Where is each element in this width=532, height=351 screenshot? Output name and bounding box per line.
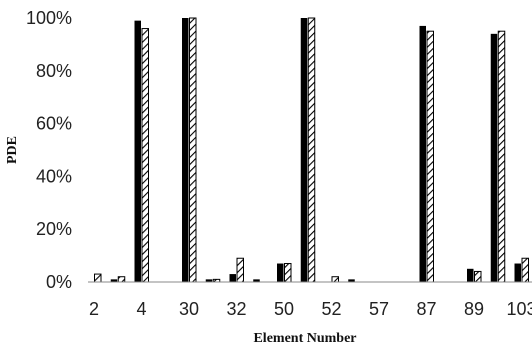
x-tick-label: 2 [89, 299, 99, 319]
y-tick-label: 100% [26, 8, 72, 28]
x-tick-label: 57 [369, 299, 389, 319]
bar-solid [134, 20, 141, 282]
bar-solid [229, 274, 236, 282]
bar-solid [467, 268, 474, 282]
x-tick-label: 30 [179, 299, 199, 319]
bar-hatched [521, 257, 529, 283]
x-tick-label: 103 [506, 299, 532, 319]
x-tick-label: 52 [321, 299, 341, 319]
bar-solid [348, 279, 355, 282]
bar-solid [110, 279, 118, 282]
bar-solid [419, 25, 426, 282]
bar-hatched [141, 28, 149, 283]
bar-solid [277, 263, 284, 282]
bar-hatched [117, 276, 126, 283]
x-tick-label: 50 [274, 299, 294, 319]
x-tick-label: 87 [416, 299, 436, 319]
y-tick-label: 40% [36, 166, 72, 186]
bar-solid [300, 18, 308, 282]
bar-hatched [284, 263, 292, 283]
bar-solid [182, 18, 189, 282]
bar-hatched [307, 17, 316, 283]
bar-solid [490, 33, 498, 283]
bar-solid [205, 279, 213, 282]
x-axis-title: Element Number [253, 331, 356, 346]
x-tick-label: 32 [226, 299, 246, 319]
x-tick-labels: 2430325052578789103105 [89, 299, 532, 319]
bar-hatched [94, 273, 102, 283]
bar-hatched [497, 30, 506, 283]
y-axis-title: PDE [5, 136, 20, 164]
y-tick-labels: 0% 20% 40% 60% 80% 100% [26, 8, 72, 292]
bar-hatched [331, 276, 339, 283]
bar-solid [514, 263, 521, 282]
y-tick-label: 0% [46, 272, 72, 292]
bar-solid [253, 279, 260, 282]
bar-hatched [189, 17, 197, 283]
y-tick-label: 60% [36, 114, 72, 134]
x-tick-label: 89 [464, 299, 484, 319]
y-tick-label: 20% [36, 219, 72, 239]
bar-hatched [236, 257, 244, 283]
bar-hatched [426, 30, 434, 283]
x-tick-label: 4 [136, 299, 146, 319]
bars-layer [94, 17, 529, 283]
bar-hatched [474, 270, 482, 283]
y-tick-label: 80% [36, 61, 72, 81]
